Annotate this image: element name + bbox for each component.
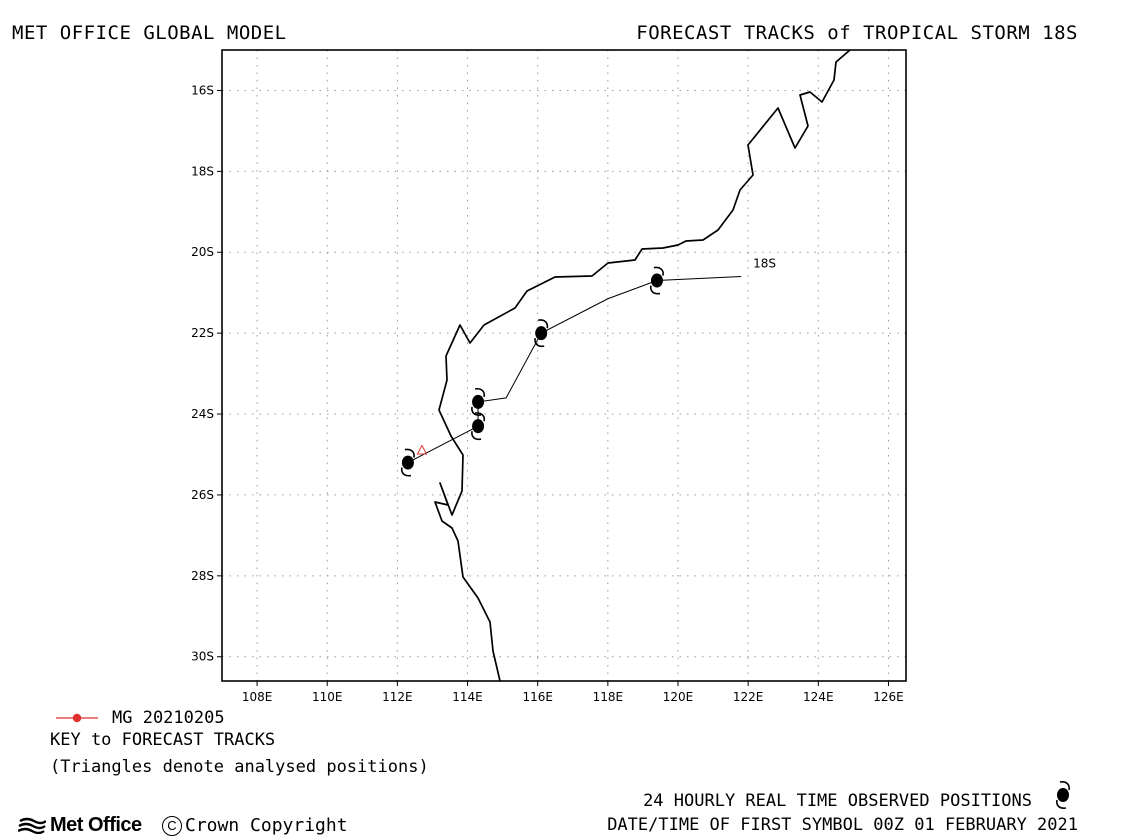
x-axis-ticks: 108E 110E 112E 114E 116E 118E 120E 122E 124E 126E — [242, 681, 904, 704]
x-tick-label: 108E — [242, 690, 273, 704]
copyright-symbol: C — [162, 816, 182, 836]
coastline — [434, 49, 851, 682]
key-run-line-icon — [56, 713, 98, 723]
first-symbol-datetime: DATE/TIME OF FIRST SYMBOL 00Z 01 FEBRUAR… — [607, 815, 1078, 835]
map-grid — [222, 50, 906, 681]
met-office-logo-text: Met Office — [50, 813, 142, 836]
x-tick-label: 112E — [382, 690, 413, 704]
key-title: KEY to FORECAST TRACKS — [50, 730, 276, 750]
map-frame — [221, 49, 907, 682]
storm-track: 18S — [407, 257, 776, 464]
x-tick-label: 116E — [522, 690, 553, 704]
x-tick-label: 126E — [873, 690, 904, 704]
cyclone-symbol — [400, 448, 415, 477]
cyclone-symbol — [471, 387, 486, 416]
crown-copyright: C Crown Copyright — [162, 815, 348, 836]
y-tick-label: 20S — [191, 245, 214, 259]
observed-track-line — [407, 276, 742, 464]
cyclone-symbol — [534, 319, 549, 348]
observed-position-symbols — [400, 266, 664, 477]
cyclone-symbol-icon — [1056, 781, 1070, 809]
y-tick-label: 28S — [191, 569, 214, 583]
met-office-logo: Met Office — [18, 813, 142, 837]
x-tick-label: 120E — [663, 690, 694, 704]
cyclone-symbol — [471, 412, 486, 441]
cyclone-symbol — [649, 266, 664, 295]
x-tick-label: 110E — [312, 690, 343, 704]
analysed-position-triangle — [416, 444, 428, 455]
y-axis-ticks: 16S 18S 20S 22S 24S 26S 28S 30S — [191, 83, 222, 664]
y-tick-label: 16S — [191, 83, 214, 97]
coastline-main — [434, 49, 851, 682]
x-tick-label: 114E — [452, 690, 483, 704]
met-office-logo-icon — [18, 817, 46, 834]
key-run-label: MG 20210205 — [112, 708, 225, 728]
y-tick-label: 18S — [191, 164, 214, 178]
x-tick-label: 122E — [733, 690, 764, 704]
y-tick-label: 30S — [191, 650, 214, 664]
x-tick-label: 124E — [803, 690, 834, 704]
copyright-text: Crown Copyright — [185, 815, 348, 836]
y-tick-label: 22S — [191, 326, 214, 340]
observed-positions-text: 24 HOURLY REAL TIME OBSERVED POSITIONS — [643, 791, 1032, 811]
header-right-title: FORECAST TRACKS of TROPICAL STORM 18S — [636, 22, 1078, 44]
x-tick-label: 118E — [593, 690, 624, 704]
storm-label: 18S — [753, 257, 776, 271]
key-note: (Triangles denote analysed positions) — [50, 757, 429, 777]
y-tick-label: 26S — [191, 488, 214, 502]
header-left-title: MET OFFICE GLOBAL MODEL — [12, 22, 287, 44]
y-tick-label: 24S — [191, 407, 214, 421]
